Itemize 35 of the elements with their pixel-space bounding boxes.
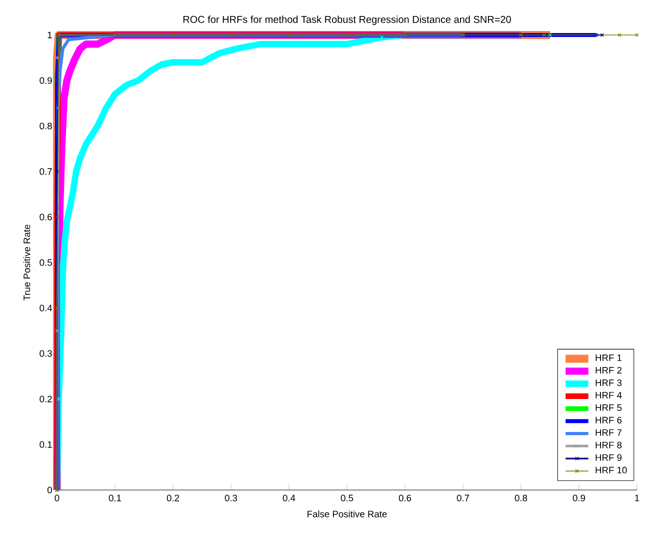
y-axis-title: True Positive Rate bbox=[23, 224, 30, 300]
legend-label: HRF 5 bbox=[596, 404, 622, 411]
legend-label: HRF 2 bbox=[596, 366, 622, 374]
x-axis-title: False Positive Rate bbox=[308, 510, 387, 518]
y-tick-label: 0.6 bbox=[40, 214, 52, 220]
legend-label: HRF 4 bbox=[596, 392, 622, 398]
legend-label: HRF 10 bbox=[596, 466, 627, 474]
x-tick-label: 0.3 bbox=[224, 494, 238, 502]
x-tick-label: 0.2 bbox=[166, 494, 180, 502]
legend-label: HRF 9 bbox=[596, 454, 622, 461]
y-tick-label: 0.1 bbox=[40, 441, 52, 448]
y-tick-label: 0.4 bbox=[40, 304, 52, 312]
legend-label: HRF 1 bbox=[596, 354, 622, 361]
x-tick-label: 0.4 bbox=[282, 494, 296, 502]
y-tick-label: 0.5 bbox=[40, 259, 52, 266]
y-tick-label: 0 bbox=[47, 486, 52, 494]
legend-label: HRF 3 bbox=[596, 379, 622, 386]
y-tick-label: 1 bbox=[48, 32, 52, 38]
x-tick-label: 1 bbox=[635, 494, 640, 502]
y-tick-label: 0.9 bbox=[40, 77, 52, 84]
y-tick-label: 0.7 bbox=[40, 168, 52, 175]
x-tick-label: 0.1 bbox=[108, 494, 122, 502]
legend-label: HRF 7 bbox=[596, 429, 622, 436]
y-tick-label: 0.8 bbox=[40, 122, 52, 130]
y-tick-label: 0.2 bbox=[40, 396, 52, 402]
x-tick-label: 0.5 bbox=[340, 494, 354, 502]
legend-label: HRF 6 bbox=[596, 416, 622, 424]
x-tick-label: 0.7 bbox=[456, 494, 470, 502]
legend-label: HRF 8 bbox=[596, 442, 622, 448]
chart-title: ROC for HRFs for method Task Robust Regression Distance and SNR=20 bbox=[183, 16, 511, 25]
x-tick-label: 0 bbox=[54, 494, 60, 502]
y-tick-label: 0.3 bbox=[40, 350, 52, 357]
x-tick-label: 0.6 bbox=[398, 494, 412, 502]
x-tick-label: 0.9 bbox=[572, 494, 586, 502]
x-tick-label: 0.8 bbox=[514, 494, 528, 502]
